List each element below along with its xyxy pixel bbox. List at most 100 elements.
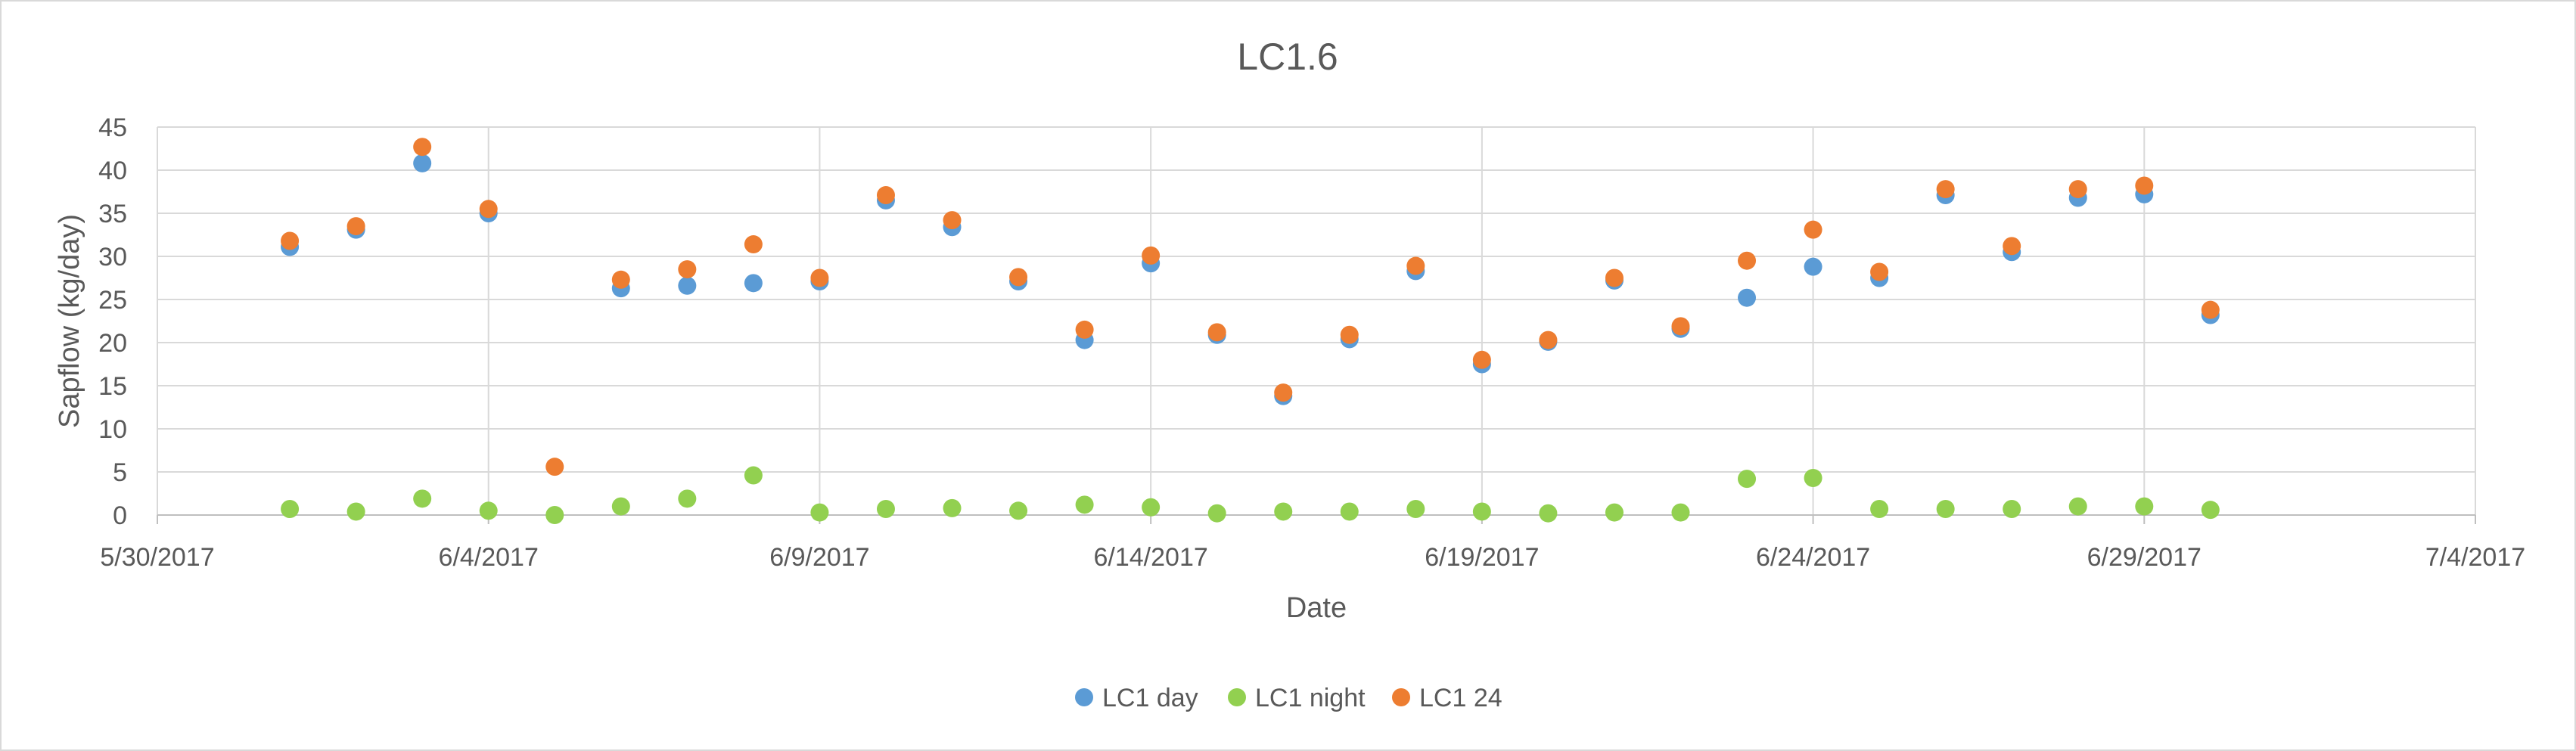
data-point (943, 498, 962, 517)
data-point (1804, 468, 1822, 487)
data-point (413, 138, 432, 157)
data-point (413, 489, 432, 508)
data-point (1274, 502, 1293, 521)
data-point (2068, 180, 2087, 199)
data-point (1605, 268, 1624, 287)
data-point (1340, 502, 1359, 521)
chart-title: LC1.6 (1237, 36, 1338, 78)
data-point (1406, 500, 1425, 519)
data-point (1472, 502, 1491, 521)
data-point (744, 235, 763, 254)
data-point (545, 458, 564, 476)
data-point (1009, 268, 1028, 287)
data-point (876, 186, 895, 205)
x-tick-label: 6/19/2017 (1425, 543, 1539, 572)
data-point (1207, 504, 1226, 523)
x-tick-label: 6/29/2017 (2087, 543, 2202, 572)
data-point (1539, 504, 1558, 523)
data-point (2068, 497, 2087, 516)
series-lc1-night (281, 466, 2220, 524)
legend-label: LC1 day (1102, 684, 1198, 712)
gridlines (157, 126, 2476, 515)
data-point (1142, 498, 1161, 517)
legend: LC1 day LC1 night LC1 24 (1075, 684, 1502, 712)
y-tick-label: 30 (98, 243, 127, 272)
y-tick-label: 5 (113, 458, 127, 487)
data-point (1804, 257, 1822, 276)
y-axis-label: Sapflow (kg/day) (54, 214, 85, 428)
data-point (678, 276, 697, 295)
data-point (281, 500, 300, 519)
data-point (2003, 500, 2021, 519)
data-point (1671, 317, 1690, 336)
data-point (1274, 383, 1293, 402)
data-point (1738, 251, 1757, 270)
data-point (1870, 500, 1889, 519)
data-point (678, 260, 697, 279)
data-point (876, 500, 895, 519)
data-point (346, 502, 365, 521)
data-point (744, 466, 763, 485)
data-point (545, 506, 564, 524)
data-point (611, 270, 630, 289)
y-tick-label: 45 (98, 113, 127, 142)
data-point (1936, 180, 1955, 199)
y-tick-label: 35 (98, 200, 127, 228)
data-point (1009, 501, 1028, 520)
data-point (479, 501, 498, 520)
x-axis-label: Date (1286, 592, 1347, 624)
y-tick-label: 0 (113, 501, 127, 530)
data-point (2201, 501, 2220, 520)
data-point (281, 231, 300, 250)
data-point (479, 200, 498, 219)
data-point (810, 268, 829, 287)
y-tick-label: 25 (98, 286, 127, 315)
data-point (413, 154, 432, 172)
legend-label: LC1 24 (1419, 684, 1502, 712)
legend-label: LC1 night (1255, 684, 1366, 712)
y-tick-label: 15 (98, 372, 127, 401)
data-point (1539, 331, 1558, 349)
series-lc1-24 (281, 138, 2220, 476)
legend-marker (1392, 688, 1410, 706)
data-point (611, 497, 630, 516)
data-point (1738, 288, 1757, 307)
data-point (1472, 350, 1491, 369)
x-tick-label: 6/14/2017 (1094, 543, 1208, 572)
y-tick-label: 10 (98, 415, 127, 444)
axes (157, 514, 2476, 524)
data-point (1075, 495, 1094, 514)
y-tick-label: 40 (98, 157, 127, 185)
x-tick-label: 6/4/2017 (439, 543, 539, 572)
data-point (1870, 262, 1889, 281)
data-point (2135, 497, 2154, 516)
data-point (1207, 323, 1226, 342)
data-point (744, 274, 763, 293)
data-point (1340, 325, 1359, 344)
data-point (2135, 176, 2154, 195)
data-point (1936, 500, 1955, 519)
x-tick-labels: 5/30/2017 6/4/2017 6/9/2017 6/14/2017 6/19/2… (100, 543, 2525, 572)
data-point (1738, 470, 1757, 489)
data-point (1804, 220, 1822, 239)
data-point (1075, 320, 1094, 339)
data-point (1671, 503, 1690, 522)
x-tick-label: 6/24/2017 (1756, 543, 1870, 572)
data-point (1605, 503, 1624, 522)
x-tick-label: 6/9/2017 (769, 543, 869, 572)
y-tick-labels: 0 5 10 15 20 25 30 35 40 45 (98, 113, 127, 530)
data-points (281, 138, 2220, 524)
y-tick-label: 20 (98, 329, 127, 358)
data-point (943, 211, 962, 230)
data-point (1142, 246, 1161, 265)
legend-marker (1228, 688, 1246, 706)
x-tick-label: 5/30/2017 (100, 543, 214, 572)
data-point (678, 489, 697, 508)
series-lc1-day (281, 154, 2220, 405)
data-point (1406, 256, 1425, 275)
legend-marker (1075, 688, 1093, 706)
data-point (2003, 237, 2021, 256)
data-point (2201, 300, 2220, 319)
